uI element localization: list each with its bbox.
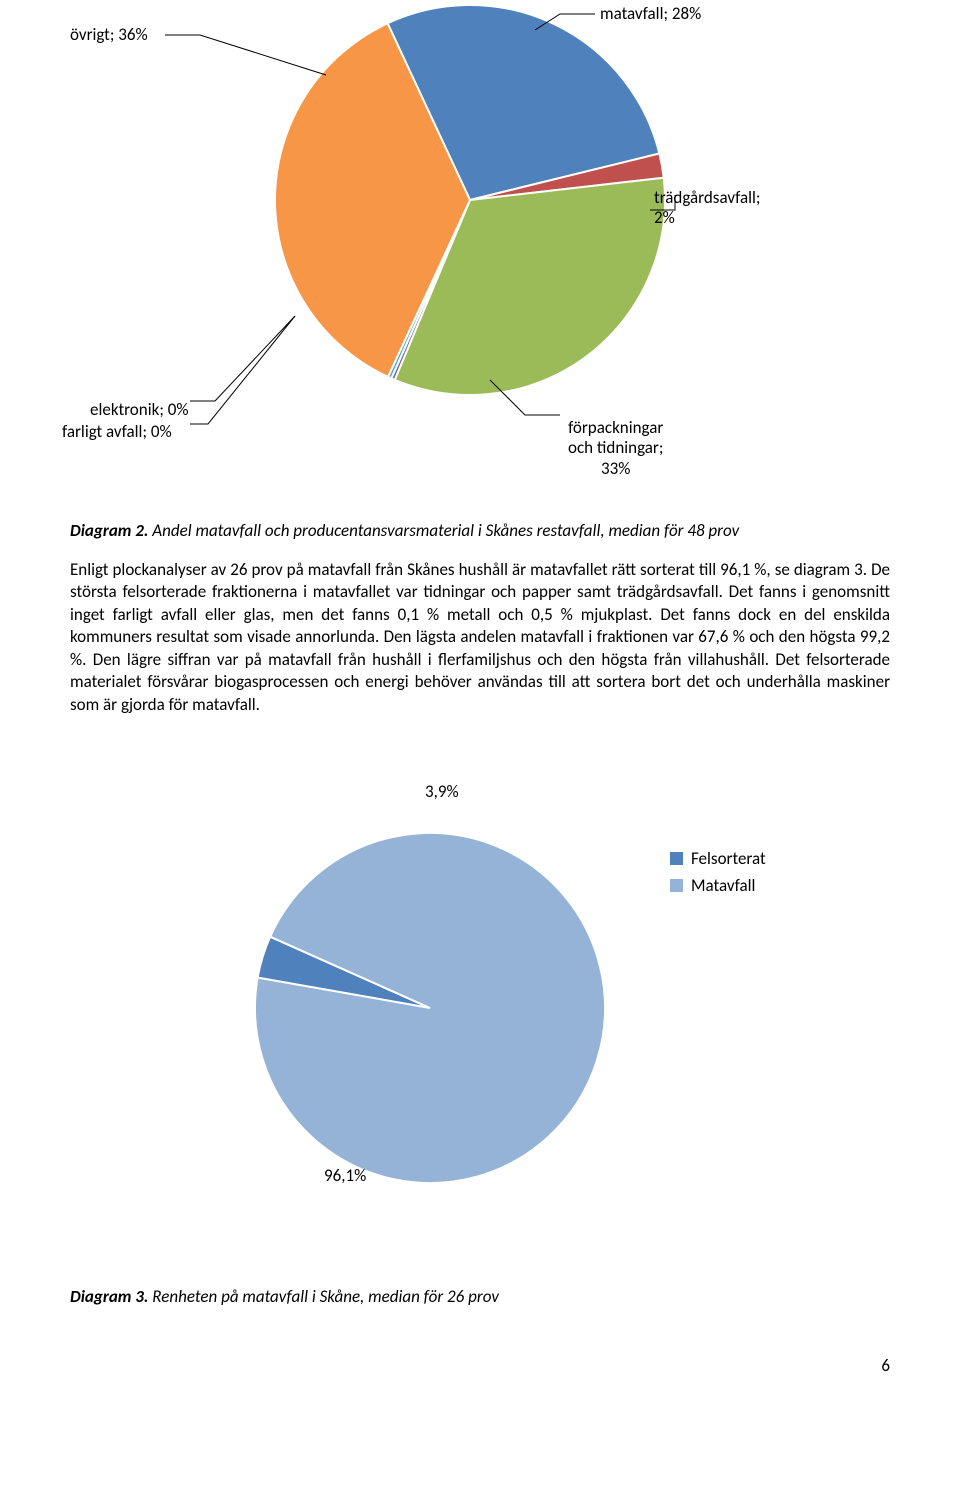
pie-chart-1: övrigt; 36% matavfall; 28% trädgårdsavfa…: [70, 0, 890, 510]
pie-chart-2: 3,9% 96,1% Felsorterat Matavfall: [70, 776, 890, 1256]
pie-chart-2-svg: [240, 818, 620, 1198]
caption-2-text: Andel matavfall och producentansvarsmate…: [148, 520, 739, 541]
legend-label-matavfall: Matavfall: [691, 875, 755, 896]
caption-2-bold: Diagram 2.: [70, 520, 148, 541]
caption-diagram-3: Diagram 3. Renheten på matavfall i Skåne…: [70, 1286, 890, 1307]
caption-diagram-2: Diagram 2. Andel matavfall och producent…: [70, 520, 890, 541]
page: övrigt; 36% matavfall; 28% trädgårdsavfa…: [0, 0, 960, 1355]
pie1-leaders: [70, 0, 890, 510]
body-paragraph: Enligt plockanalyser av 26 prov på matav…: [70, 559, 890, 716]
legend-label-felsorterat: Felsorterat: [691, 848, 766, 869]
legend-item-matavfall: Matavfall: [670, 875, 766, 896]
pie2-legend: Felsorterat Matavfall: [670, 848, 766, 902]
caption-3-text: Renheten på matavfall i Skåne, median fö…: [148, 1286, 498, 1307]
legend-item-felsorterat: Felsorterat: [670, 848, 766, 869]
page-number: 6: [0, 1355, 960, 1396]
legend-swatch-felsorterat: [670, 852, 683, 865]
pie2-label-small: 3,9%: [425, 782, 459, 802]
pie2-label-large: 96,1%: [324, 1166, 366, 1186]
caption-3-bold: Diagram 3.: [70, 1286, 148, 1307]
legend-swatch-matavfall: [670, 879, 683, 892]
